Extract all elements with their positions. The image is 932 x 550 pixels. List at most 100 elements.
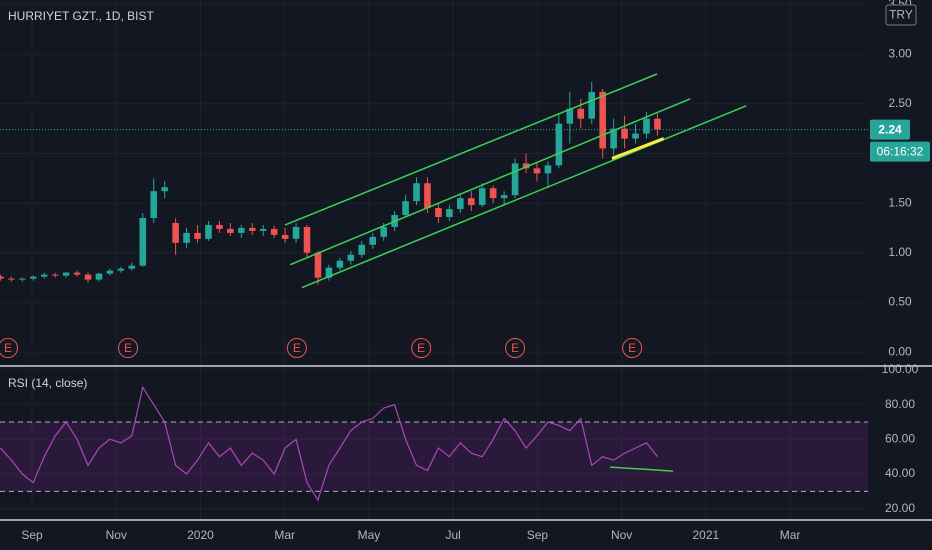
candle-body [29, 276, 37, 279]
x-tick-label: Jul [445, 528, 460, 542]
y-tick-label: 40.00 [885, 466, 915, 480]
candle-body [380, 226, 387, 237]
earnings-marker [505, 338, 526, 358]
candle-body [51, 274, 59, 276]
x-tick-label: 2021 [693, 528, 720, 542]
candle-body [588, 91, 596, 119]
candle-body [522, 163, 530, 169]
rsi-line [0, 385, 658, 502]
candle-body [19, 278, 26, 280]
y-tick-label: 1.50 [888, 195, 912, 209]
candle-body [577, 108, 585, 119]
candle-body [238, 227, 245, 233]
candle-body [281, 234, 289, 239]
candle-body [270, 228, 278, 235]
earnings-label: E [628, 341, 636, 355]
candle-body [183, 232, 190, 243]
candle-body [511, 163, 519, 196]
earnings-label: E [417, 341, 425, 355]
earnings-marker [118, 338, 139, 358]
candle-body [216, 224, 223, 229]
trend-line [610, 466, 674, 472]
x-tick-label: 2020 [187, 528, 214, 542]
candle-body [8, 278, 15, 280]
countdown-box [870, 141, 930, 162]
candle-body [325, 267, 333, 278]
candle-body [227, 228, 234, 233]
candle-body [358, 244, 366, 255]
candle-body [303, 226, 311, 253]
candle-body [128, 265, 136, 269]
candle-body [292, 226, 300, 239]
candle-body [62, 272, 70, 276]
candle-body [654, 118, 661, 130]
candle-body [150, 191, 158, 219]
candle-body [314, 252, 322, 278]
last-price-label: 2.24 [878, 122, 902, 136]
y-tick-label: 2.50 [888, 96, 912, 110]
earnings-marker [622, 338, 643, 358]
candle-body [544, 165, 552, 174]
candle-body [413, 183, 420, 202]
trend-line [284, 73, 658, 226]
candle-body [599, 91, 606, 149]
chart-title: HURRIYET GZT., 1D, BIST [8, 9, 154, 23]
earnings-label: E [4, 341, 12, 355]
y-tick-label: 0.50 [888, 295, 912, 309]
y-tick-label: 100.00 [882, 362, 919, 376]
y-tick-label: 3.00 [888, 46, 912, 60]
earnings-marker [0, 338, 18, 358]
x-tick-label: May [358, 528, 381, 542]
candle-body [40, 274, 48, 277]
earnings-marker [411, 338, 432, 358]
trend-line [611, 137, 665, 160]
candle-body [533, 168, 541, 174]
candle-body [478, 188, 486, 206]
candle-body [117, 268, 125, 271]
last-price-box [870, 119, 910, 140]
candle-body [73, 272, 81, 275]
earnings-label: E [124, 341, 132, 355]
rsi-title: RSI (14, close) [8, 376, 87, 390]
candle-body [435, 208, 442, 218]
trend-line [289, 98, 691, 266]
currency-box[interactable] [885, 4, 917, 26]
candle-body [467, 198, 475, 206]
candle-body [106, 270, 114, 274]
x-tick-label: Nov [106, 528, 127, 542]
candle-body [446, 209, 453, 218]
candle-body [84, 274, 92, 280]
candle-body [194, 232, 201, 239]
x-tick-label: Nov [611, 528, 632, 542]
candle-body [402, 201, 409, 216]
candle-body [172, 222, 179, 243]
y-tick-label: 60.00 [885, 432, 915, 446]
candle-body [500, 195, 508, 199]
x-tick-label: Sep [21, 528, 43, 542]
candle-body [347, 254, 355, 261]
candle-body [643, 118, 650, 134]
x-tick-label: Mar [274, 528, 295, 542]
earnings-marker [286, 338, 307, 358]
candle-body [632, 133, 639, 139]
candle-body [610, 128, 617, 149]
candle-body [161, 187, 168, 192]
y-tick-label: 0.00 [888, 344, 912, 358]
candle-body [489, 188, 497, 199]
candle-body [248, 227, 256, 231]
candle-body [555, 123, 563, 166]
candle-body [457, 198, 464, 210]
countdown: 06:16:32 [877, 144, 924, 158]
y-tick-label: 80.00 [885, 397, 915, 411]
candle-body [205, 224, 212, 239]
x-tick-label: Mar [780, 528, 801, 542]
candle-body [0, 276, 4, 279]
y-tick-label: 1.00 [888, 245, 912, 259]
currency[interactable]: TRY [889, 8, 913, 22]
earnings-label: E [511, 341, 519, 355]
y-tick-label: 20.00 [885, 501, 915, 515]
earnings-label: E [293, 341, 301, 355]
candle-body [95, 273, 103, 280]
candle-body [336, 260, 344, 268]
